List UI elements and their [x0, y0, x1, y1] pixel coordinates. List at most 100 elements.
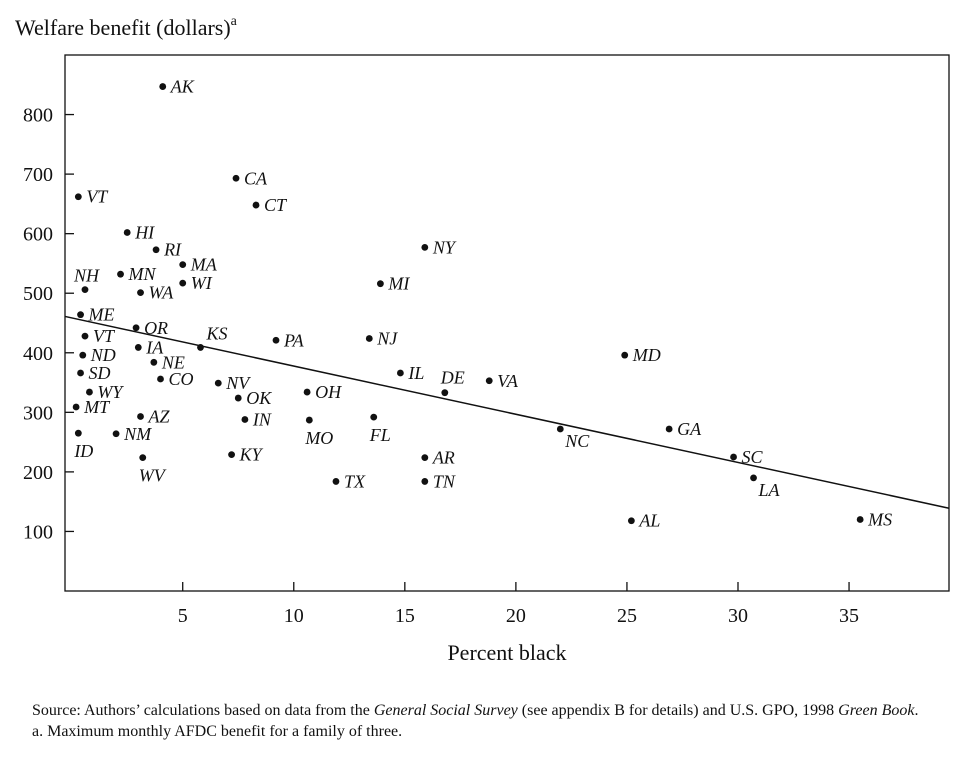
- point-wy: [86, 388, 93, 396]
- point-label-ks: KS: [205, 323, 227, 343]
- point-wa: [137, 289, 144, 297]
- x-tick-label: 10: [284, 605, 304, 627]
- point-label-de: DE: [440, 368, 465, 388]
- point-al: [627, 517, 635, 525]
- point-mn: [117, 270, 124, 278]
- plot-frame: [64, 54, 950, 592]
- x-tick-label: 5: [178, 605, 188, 627]
- point-label-pa: PA: [283, 330, 305, 350]
- point-label-mt: MT: [83, 397, 111, 417]
- point-label-mo: MO: [304, 428, 333, 448]
- point-label-mn: MN: [128, 264, 157, 284]
- y-tick-label: 400: [23, 343, 53, 365]
- point-label-mi: MI: [387, 274, 410, 294]
- point-ar: [421, 454, 429, 461]
- point-label-sd: SD: [89, 363, 111, 383]
- point-vt: [74, 193, 82, 201]
- point-nv: [214, 379, 222, 387]
- x-tick-label: 25: [617, 605, 637, 627]
- point-label-nj: NJ: [376, 328, 398, 348]
- point-ny: [421, 243, 429, 251]
- point-nm: [112, 430, 120, 438]
- point-label-tn: TN: [433, 471, 456, 491]
- point-label-ar: AR: [432, 448, 455, 468]
- x-tick-label: 30: [728, 605, 748, 627]
- point-label-ms: MS: [867, 510, 892, 530]
- y-axis-label: Welfare benefit (dollars)a: [15, 14, 238, 40]
- point-label-wv: WV: [139, 466, 167, 486]
- y-tick-label: 100: [23, 521, 53, 543]
- point-tx: [332, 478, 340, 485]
- point-label-fl: FL: [369, 425, 391, 445]
- point-label-wi: WI: [191, 273, 213, 293]
- source-note: Source: Authors’ calculations based on d…: [16, 700, 956, 721]
- point-or: [132, 324, 140, 332]
- point-label-nh: NH: [73, 266, 100, 286]
- data-points: AK CA VT CT HI NY RI MA MN NH MI WI WA ME OR NJ PA VT IA KS…: [72, 77, 892, 531]
- y-tick-label: 300: [23, 402, 53, 424]
- point-vt: [81, 332, 89, 340]
- point-md: [621, 351, 629, 359]
- point-id: [74, 429, 82, 437]
- point-mi: [376, 280, 384, 288]
- point-label-ky: KY: [239, 445, 264, 465]
- point-mt: [72, 403, 80, 411]
- point-label-tx: TX: [344, 471, 366, 491]
- point-ak: [159, 83, 167, 90]
- point-ri: [152, 246, 160, 254]
- point-label-la: LA: [758, 480, 781, 500]
- point-label-md: MD: [632, 345, 661, 365]
- point-nd: [79, 351, 87, 359]
- point-ga: [665, 425, 673, 433]
- y-tick-label: 700: [23, 164, 53, 186]
- x-tick-label: 15: [395, 605, 415, 627]
- point-label-nd: ND: [90, 345, 116, 365]
- y-tick-label: 500: [23, 283, 53, 305]
- point-wi: [179, 279, 187, 287]
- point-label-co: CO: [169, 369, 194, 389]
- point-ky: [228, 451, 235, 459]
- point-wv: [139, 454, 147, 461]
- point-label-ca: CA: [244, 168, 268, 188]
- point-label-va: VA: [497, 371, 519, 391]
- point-la: [750, 474, 757, 482]
- point-label-il: IL: [407, 363, 424, 383]
- point-oh: [303, 388, 311, 396]
- point-label-id: ID: [73, 441, 93, 461]
- x-tick-label: 35: [839, 605, 859, 627]
- source-middle: (see appendix B for details) and U.S. GP…: [517, 702, 839, 719]
- point-label-nc: NC: [564, 431, 590, 451]
- point-label-vt: VT: [86, 187, 109, 207]
- y-axis: 100 200 300 400 500 600 700 800: [23, 105, 74, 543]
- point-label-ma: MA: [190, 255, 218, 275]
- point-ok: [234, 394, 242, 402]
- footnote-a: a. Maximum monthly AFDC benefit for a fa…: [32, 723, 403, 740]
- point-co: [157, 375, 164, 383]
- point-fl: [370, 413, 378, 421]
- point-label-ri: RI: [163, 240, 182, 260]
- point-label-or: OR: [144, 318, 168, 338]
- point-label-ct: CT: [264, 195, 288, 215]
- figure-notes: Source: Authors’ calculations based on d…: [16, 700, 956, 742]
- point-ms: [856, 516, 864, 523]
- source-suffix: .: [914, 702, 919, 719]
- point-nc: [556, 425, 564, 433]
- point-de: [441, 389, 449, 397]
- point-ks: [197, 344, 204, 351]
- point-az: [137, 413, 144, 420]
- point-label-az: AZ: [148, 407, 171, 427]
- source-general-social-survey: General Social Survey: [373, 702, 518, 719]
- point-pa: [272, 336, 280, 344]
- point-va: [485, 377, 493, 385]
- scatter-chart: Welfare benefit (dollars)a 100 200 300 400 5…: [15, 14, 950, 665]
- point-label-wa: WA: [149, 283, 175, 303]
- point-label-vt: VT: [93, 326, 116, 346]
- point-label-nm: NM: [123, 424, 152, 444]
- point-mo: [305, 416, 313, 424]
- point-label-ne: NE: [161, 352, 185, 372]
- source-prefix: Source: Authors’ calculations based on d…: [32, 702, 374, 719]
- regression-line: [64, 315, 950, 509]
- point-label-in: IN: [252, 409, 272, 429]
- point-label-wy: WY: [97, 382, 124, 402]
- point-ne: [150, 358, 158, 366]
